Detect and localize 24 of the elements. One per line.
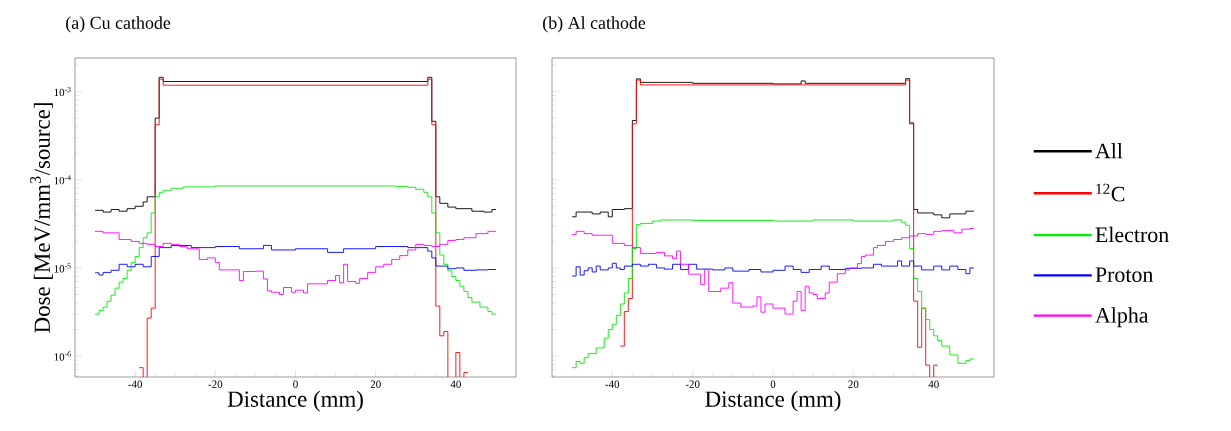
x-tick-label: -40 — [605, 380, 620, 388]
y-tick-label: 10$^{-6}$ — [54, 351, 71, 361]
x-tick-label: 0 — [770, 380, 776, 388]
x-tick-label: -40 — [128, 380, 143, 388]
legend-label: Proton — [1095, 267, 1154, 283]
chart-title: (b) Al cathode — [543, 16, 646, 33]
legend-label: Electron — [1095, 226, 1169, 243]
x-tick-label: 40 — [928, 380, 939, 388]
legend-label: Alpha — [1095, 307, 1149, 328]
x-tick-label: 40 — [450, 380, 461, 388]
x-tick-label: -20 — [685, 380, 700, 388]
x-axis-title: Distance (mm) — [705, 390, 841, 412]
y-tick-label: 10$^{-5}$ — [54, 263, 71, 273]
x-tick-label: 20 — [848, 380, 859, 388]
x-tick-label: -20 — [208, 380, 223, 388]
x-tick-label: 20 — [370, 380, 381, 388]
x-tick-label: 0 — [293, 380, 298, 388]
y-tick-label: 10$^{-3}$ — [54, 86, 71, 97]
chart-title: (a) Cu cathode — [66, 16, 171, 33]
legend-label: All — [1095, 142, 1123, 159]
y-tick-label: 10$^{-4}$ — [54, 175, 71, 185]
y-axis-title: Dose [MeV/mm$^{3}$/source] — [30, 103, 53, 333]
legend-label: $^{12}$C — [1096, 183, 1125, 202]
x-axis-title: Distance (mm) — [227, 390, 363, 412]
